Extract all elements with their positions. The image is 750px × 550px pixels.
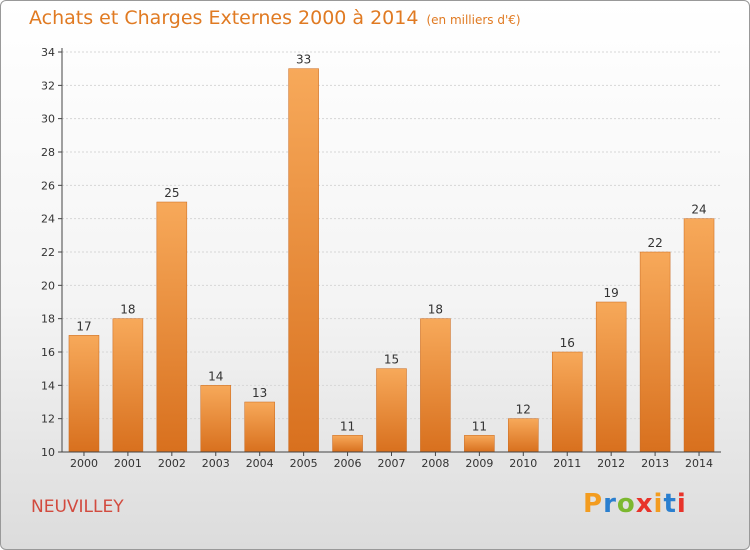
x-tick-label-2002: 2002 <box>158 457 186 470</box>
y-tick-label: 32 <box>41 79 55 92</box>
value-label-2005: 33 <box>296 53 311 67</box>
bars: 17 18 25 14 13 33 11 15 18 11 12 16 19 22 24 <box>68 53 715 453</box>
y-axis: 10 12 14 16 18 20 22 24 26 28 30 32 34 <box>41 46 63 459</box>
y-tick-label: 20 <box>41 279 55 292</box>
x-tick-label-2014: 2014 <box>685 457 713 470</box>
x-tick-label-2009: 2009 <box>465 457 493 470</box>
bar-2000 <box>68 335 100 453</box>
y-tick-label: 18 <box>41 313 55 326</box>
logo-letter: r <box>603 489 617 519</box>
y-tick-label: 16 <box>41 346 55 359</box>
y-tick-label: 14 <box>41 379 55 392</box>
bar-2010 <box>508 418 539 453</box>
value-label-2002: 25 <box>164 186 179 200</box>
chart-title: Achats et Charges Externes 2000 à 2014 (e… <box>29 7 521 29</box>
logo-letter: i <box>676 489 687 519</box>
value-label-2003: 14 <box>208 369 223 383</box>
bar-2004 <box>244 401 275 453</box>
y-tick-label: 28 <box>41 146 55 159</box>
logo-letter: i <box>653 489 664 519</box>
y-tick-label: 10 <box>41 446 55 459</box>
x-tick-label-2006: 2006 <box>334 457 362 470</box>
logo-letter: x <box>635 489 654 519</box>
x-tick-label-2007: 2007 <box>378 457 406 470</box>
value-label-2013: 22 <box>647 236 662 250</box>
x-tick-label-2010: 2010 <box>509 457 537 470</box>
x-tick-label-2011: 2011 <box>553 457 581 470</box>
y-tick-label: 34 <box>41 46 55 59</box>
x-tick-label-2004: 2004 <box>246 457 274 470</box>
chart-title-text: Achats et Charges Externes 2000 à 2014 <box>29 7 419 29</box>
y-tick-label: 30 <box>41 113 55 126</box>
value-label-2012: 19 <box>604 286 619 300</box>
value-label-2004: 13 <box>252 386 267 400</box>
value-label-2007: 15 <box>384 353 399 367</box>
chart-subtitle: (en milliers d'€) <box>426 13 521 27</box>
y-tick-label: 24 <box>41 213 55 226</box>
value-label-2000: 17 <box>76 319 91 333</box>
bar-2013 <box>639 251 671 453</box>
logo-letter: t <box>663 489 677 519</box>
value-label-2008: 18 <box>428 303 443 317</box>
x-tick-label-2005: 2005 <box>290 457 318 470</box>
logo-letter: P <box>583 489 604 519</box>
bar-2006 <box>332 435 363 453</box>
x-axis: 2000 2001 2002 2003 2004 2005 2006 2007 2008 2009… <box>62 451 721 470</box>
y-tick-label: 26 <box>41 179 55 192</box>
x-tick-label-2000: 2000 <box>70 457 98 470</box>
x-tick-label-2008: 2008 <box>421 457 449 470</box>
bar-2009 <box>464 435 495 453</box>
bar-2012 <box>595 301 627 453</box>
bar-2005 <box>288 68 319 453</box>
bar-2001 <box>112 318 144 453</box>
bar-2008 <box>420 318 451 453</box>
bar-2007 <box>376 368 407 453</box>
value-label-2010: 12 <box>516 403 531 417</box>
value-label-2014: 24 <box>691 203 706 217</box>
value-label-2009: 11 <box>472 419 487 433</box>
value-label-2006: 11 <box>340 419 355 433</box>
y-tick-label: 12 <box>41 413 55 426</box>
bar-2003 <box>200 385 232 453</box>
bar-2014 <box>683 218 715 453</box>
x-tick-label-2003: 2003 <box>202 457 230 470</box>
value-label-2001: 18 <box>120 303 135 317</box>
logo-letter: o <box>616 489 636 519</box>
town-name: NEUVILLEY <box>31 497 124 517</box>
y-tick-label: 22 <box>41 246 55 259</box>
value-label-2011: 16 <box>560 336 575 350</box>
x-tick-label-2012: 2012 <box>597 457 625 470</box>
x-tick-label-2013: 2013 <box>641 457 669 470</box>
bar-2002 <box>156 201 188 453</box>
proxiti-logo[interactable]: Proxiti <box>583 489 687 519</box>
x-tick-label-2001: 2001 <box>114 457 142 470</box>
bar-2011 <box>551 351 583 453</box>
